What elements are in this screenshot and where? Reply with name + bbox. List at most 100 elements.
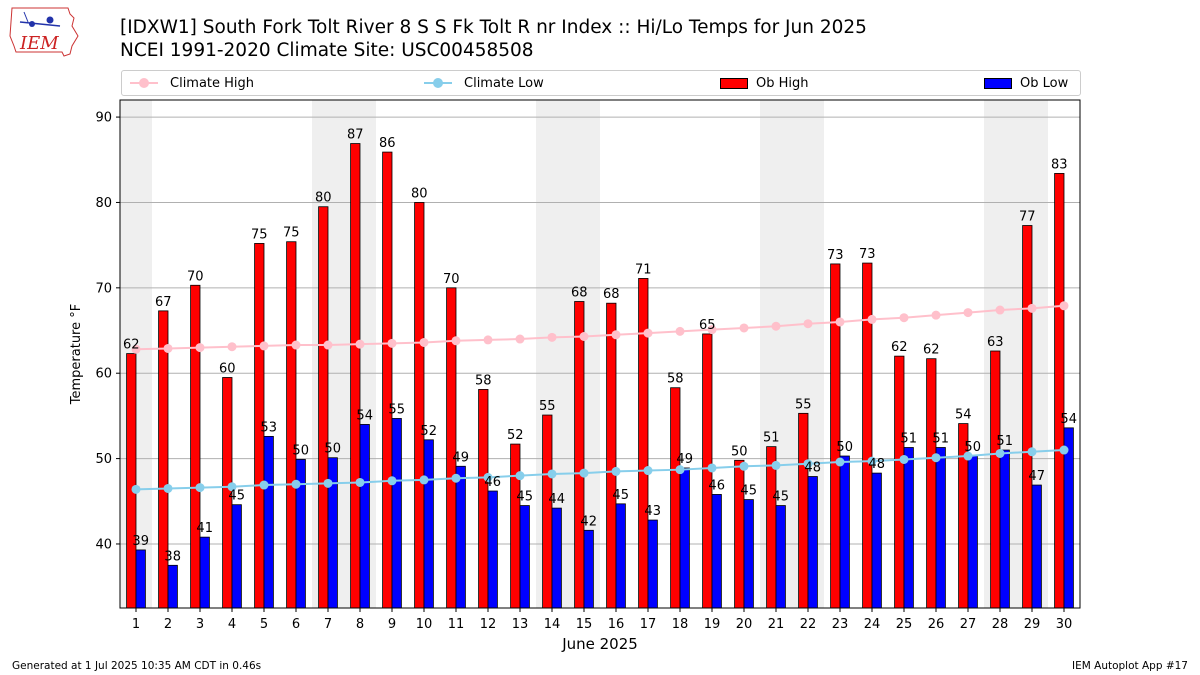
x-tick-label: 3 [196, 617, 204, 632]
ob-high-label: 80 [315, 191, 332, 206]
climate-low-point [291, 479, 301, 489]
ob-low-bar [871, 472, 882, 609]
ob-low-label: 55 [388, 402, 405, 417]
x-tick-label: 1 [132, 617, 140, 632]
y-tick-label: 90 [95, 111, 112, 126]
climate-low-point [227, 482, 237, 492]
ob-low-bar [711, 494, 722, 609]
bar-labels: 62 67 70 60 75 75 80 87 86 80 70 58 52 55 68 68 71 58 65 50… [123, 128, 1077, 565]
ob-high-bar [862, 262, 873, 609]
ob-high-label: 65 [699, 318, 716, 333]
ob-low-bar [167, 564, 178, 609]
ob-low-bar [743, 499, 754, 609]
ob-low-bar [839, 455, 850, 609]
ob-high-bar [574, 301, 585, 609]
ob-low-label: 45 [228, 489, 245, 504]
ob-low-label: 50 [324, 442, 341, 457]
x-tick-label: 19 [704, 617, 721, 632]
climate-high-point [1027, 303, 1037, 313]
x-tick-label: 28 [992, 617, 1009, 632]
ob-high-label: 62 [123, 338, 140, 353]
x-tick-label: 27 [960, 617, 977, 632]
ob-low-label: 43 [644, 504, 661, 519]
ob-low-label: 48 [868, 457, 885, 472]
x-tick-label: 16 [608, 617, 625, 632]
x-tick-label: 4 [228, 617, 236, 632]
y-tick-label: 60 [95, 367, 112, 382]
climate-low-point [387, 476, 397, 486]
ob-low-label: 50 [292, 443, 309, 458]
ob-low-label: 51 [900, 431, 917, 446]
ob-low-label: 54 [1060, 412, 1077, 427]
climate-low-point [1027, 447, 1037, 457]
x-tick-label: 10 [416, 617, 433, 632]
ob-high-bar [190, 284, 201, 609]
x-tick-label: 15 [576, 617, 593, 632]
climate-high-point [867, 314, 877, 324]
climate-high-point [163, 343, 173, 353]
ob-high-bar [1022, 225, 1033, 609]
climate-low-point [835, 457, 845, 467]
ob-low-bar [1031, 484, 1042, 609]
climate-low-point [547, 469, 557, 479]
climate-high-point [675, 326, 685, 336]
ob-high-label: 52 [507, 428, 524, 443]
ob-low-bar [263, 435, 274, 609]
climate-high-point [899, 313, 909, 323]
climate-low-point [803, 459, 813, 469]
x-tick-label: 11 [448, 617, 465, 632]
ob-high-label: 63 [987, 335, 1004, 350]
ob-low-bar [519, 505, 530, 609]
ob-high-bar [766, 446, 777, 609]
ob-high-label: 86 [379, 136, 396, 151]
ob-low-bar [679, 467, 690, 609]
y-tick-label: 40 [95, 537, 112, 552]
climate-low-point [355, 477, 365, 487]
ob-low-bar [967, 455, 978, 609]
climate-high-point [355, 339, 365, 349]
chart-title: [IDXW1] South Fork Tolt River 8 S S Fk T… [120, 17, 867, 38]
ob-high-bar [894, 355, 905, 609]
climate-low-point [643, 466, 653, 476]
ob-high-bar [830, 263, 841, 609]
ob-low-bar [199, 536, 210, 609]
ob-high-bar [126, 353, 137, 609]
x-tick-label: 5 [260, 617, 268, 632]
ob-low-bar [487, 490, 498, 609]
climate-low-point [195, 483, 205, 493]
ob-low-bar [423, 439, 434, 609]
climate-low-point [771, 460, 781, 470]
climate-high-point [803, 319, 813, 329]
x-tick-label: 14 [544, 617, 561, 632]
x-tick-label: 12 [480, 617, 497, 632]
ob-low-label: 45 [612, 488, 629, 503]
ob-high-bar [606, 302, 617, 609]
x-tick-label: 21 [768, 617, 785, 632]
climate-high-point [931, 310, 941, 320]
climate-high-point [579, 331, 589, 341]
x-tick-label: 7 [324, 617, 332, 632]
x-tick-label: 24 [864, 617, 881, 632]
iem-logo: IEM [8, 6, 80, 62]
ob-high-label: 51 [763, 431, 780, 446]
climate-high-point [835, 317, 845, 327]
ob-high-bar [926, 358, 937, 609]
ob-low-label: 50 [964, 440, 981, 455]
climate-high-point [195, 343, 205, 353]
ob-low-label: 49 [452, 450, 469, 465]
x-tick-label: 18 [672, 617, 689, 632]
climate-high-point [771, 321, 781, 331]
x-tick-label: 13 [512, 617, 529, 632]
ob-low-label: 52 [420, 424, 437, 439]
chart-subtitle: NCEI 1991-2020 Climate Site: USC00458508 [120, 40, 534, 61]
ob-low-label: 51 [932, 431, 949, 446]
ob-high-label: 58 [667, 372, 684, 387]
x-tick-label: 22 [800, 617, 817, 632]
ob-high-label: 73 [859, 247, 876, 262]
x-tick-label: 2 [164, 617, 172, 632]
ob-high-label: 80 [411, 186, 428, 201]
climate-low-point [515, 471, 525, 481]
ob-low-bar [391, 418, 402, 609]
legend-ob-low: Ob Low [984, 71, 1068, 95]
climate-low-point [707, 463, 717, 473]
